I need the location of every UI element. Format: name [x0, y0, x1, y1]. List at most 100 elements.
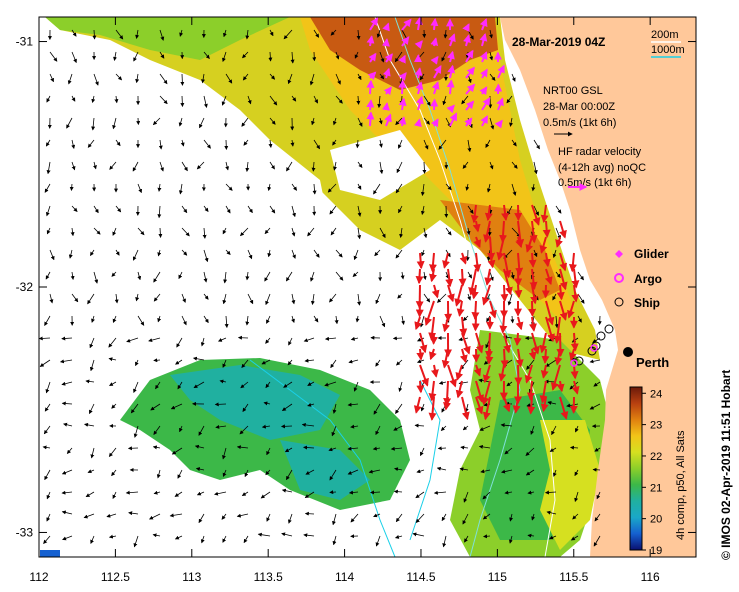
radar-vector: [475, 380, 485, 403]
glider-vector: [479, 33, 488, 47]
model-vector: [372, 446, 381, 451]
radar-vector: [484, 268, 493, 286]
model-vector: [91, 95, 96, 104]
model-vector: [269, 29, 274, 37]
model-vector: [108, 534, 117, 539]
model-vector: [44, 183, 51, 193]
model-vector: [195, 467, 205, 472]
model-vector: [257, 532, 271, 537]
glider-vector: [430, 17, 439, 31]
model-vector: [177, 381, 183, 390]
model-vector: [106, 513, 117, 518]
model-vector: [284, 447, 293, 453]
model-vector: [290, 51, 295, 64]
land: [500, 17, 696, 557]
model-vector: [397, 139, 403, 149]
model-vector: [283, 29, 293, 40]
isobath-label-200: 200m: [651, 29, 679, 41]
model-vector: [196, 491, 205, 496]
glider-vector: [416, 95, 424, 111]
model-time-label: 28-Mar 00:00Z: [543, 101, 615, 113]
model-vector: [375, 293, 381, 305]
model-vector: [552, 469, 557, 477]
model-vector: [133, 535, 139, 548]
radar-vector: [468, 268, 477, 296]
model-vector: [46, 227, 51, 235]
glider-vector: [366, 99, 375, 111]
model-vector: [133, 381, 139, 394]
model-vector: [304, 358, 315, 363]
radar-vector: [484, 204, 493, 222]
radar-vector: [500, 348, 509, 369]
model-vector: [90, 249, 95, 257]
glider-vector: [430, 37, 439, 47]
radar-vector: [429, 252, 437, 273]
radar-vector: [487, 252, 496, 269]
model-vector: [394, 467, 403, 472]
model-vector: [243, 535, 249, 544]
model-vector: [334, 315, 339, 325]
radar-vector: [482, 364, 491, 384]
radar-vector: [556, 284, 565, 301]
model-vector: [545, 359, 557, 367]
model-vector: [157, 183, 162, 192]
radar-vector: [473, 236, 482, 249]
radar-vector: [539, 236, 548, 254]
model-vector: [375, 425, 381, 436]
model-vector: [269, 117, 276, 125]
model-vector: [269, 95, 278, 106]
model-vector: [265, 469, 271, 476]
glider-vector: [369, 17, 379, 31]
model-vector: [577, 271, 584, 281]
model-vector: [420, 447, 425, 457]
model-vector: [45, 381, 51, 394]
model-vector: [287, 359, 293, 366]
model-vector: [375, 359, 381, 367]
model-vector: [108, 337, 117, 348]
model-vector: [355, 139, 360, 149]
glider-vector: [465, 66, 475, 79]
radar-vector-legend: HF radar velocity (4-12h avg) noQC 0.5m/…: [558, 146, 646, 191]
glider-vector: [481, 97, 491, 111]
model-vector: [313, 249, 320, 258]
radar-vector: [559, 220, 567, 239]
model-vector: [291, 227, 296, 237]
model-vector: [467, 271, 472, 279]
model-vector: [462, 161, 469, 169]
glider-vector: [401, 36, 410, 47]
model-vector: [307, 402, 315, 407]
model-vector: [533, 205, 539, 216]
model-vector: [225, 161, 230, 171]
radar-vector: [515, 348, 524, 368]
model-vector: [203, 271, 208, 283]
radar-vector: [539, 380, 548, 404]
model-vector: [132, 249, 139, 261]
model-vector: [200, 337, 205, 347]
model-vector: [203, 205, 209, 213]
model-vector: [198, 513, 205, 524]
model-vector: [421, 249, 425, 257]
model-vector: [181, 293, 186, 303]
model-vector: [91, 117, 96, 131]
glider-vector: [430, 55, 439, 65]
model-vector: [70, 227, 75, 237]
model-vector: [71, 205, 78, 212]
y-axis: -31 -32 -33: [16, 35, 696, 539]
model-vector: [222, 535, 227, 543]
x-tick-label: 112: [29, 570, 48, 584]
model-vector: [135, 359, 139, 367]
radar-vector: [530, 284, 538, 305]
model-vector: [242, 73, 249, 81]
argo-marker: [590, 344, 598, 352]
model-vector: [280, 424, 293, 429]
model-vector: [500, 423, 513, 428]
model-vector: [549, 447, 557, 452]
model-vector: [174, 491, 183, 497]
model-vector: [398, 205, 403, 214]
model-vector: [437, 293, 447, 303]
model-vector: [203, 51, 210, 60]
model-vector: [200, 535, 205, 544]
glider-vector: [414, 67, 423, 79]
model-vector: [577, 315, 582, 323]
model-vector: [114, 293, 119, 304]
